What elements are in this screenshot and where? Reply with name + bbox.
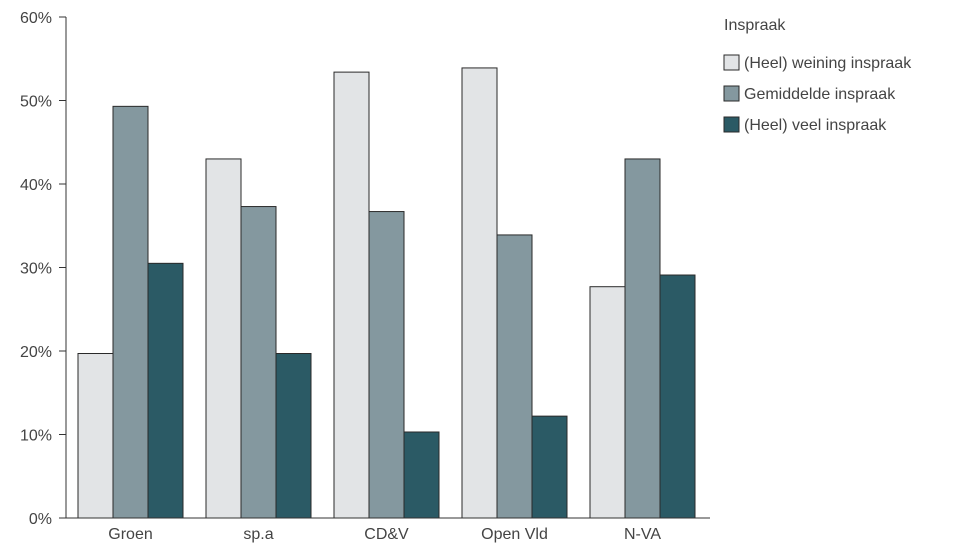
legend-label: (Heel) veel inspraak <box>744 117 887 134</box>
x-category-label: sp.a <box>243 526 273 543</box>
bar-groen-series-3 <box>147 262 184 519</box>
y-tick-label: 60% <box>20 10 52 27</box>
bar-sp-a-series-1 <box>205 158 242 519</box>
bars <box>77 67 696 519</box>
y-tick-label: 20% <box>20 344 52 361</box>
y-tick-label: 50% <box>20 94 52 111</box>
x-category-label: Open Vld <box>481 526 548 543</box>
x-category-label: Groen <box>108 526 152 543</box>
x-category-label: CD&V <box>364 526 409 543</box>
legend-label: Gemiddelde inspraak <box>744 86 896 103</box>
legend-title: Inspraak <box>724 17 786 34</box>
bar-cd-v-series-1 <box>333 71 370 519</box>
bar-n-va-series-2 <box>624 158 661 519</box>
legend-swatch <box>723 54 740 71</box>
bar-n-va-series-1 <box>589 286 626 519</box>
y-tick-label: 0% <box>29 511 52 528</box>
bar-open-vld-series-2 <box>496 234 533 519</box>
legend-swatch <box>723 116 740 133</box>
bar-open-vld-series-1 <box>461 67 498 519</box>
bar-cd-v-series-3 <box>403 431 440 519</box>
bar-sp-a-series-3 <box>275 353 312 519</box>
legend-label: (Heel) weining inspraak <box>744 55 912 72</box>
bar-n-va-series-3 <box>659 274 696 519</box>
y-tick-label: 30% <box>20 261 52 278</box>
x-axis: Groen sp.a CD&V Open Vld N-VA <box>66 517 710 543</box>
bar-groen-series-1 <box>77 353 114 519</box>
bar-cd-v-series-2 <box>368 211 405 519</box>
y-tick-label: 10% <box>20 428 52 445</box>
bar-sp-a-series-2 <box>240 206 277 519</box>
bar-open-vld-series-3 <box>531 415 568 519</box>
y-tick-label: 40% <box>20 177 52 194</box>
bar-groen-series-2 <box>112 105 149 519</box>
legend: Inspraak (Heel) weining inspraak Gemiddel… <box>723 17 912 134</box>
y-axis: 0% 10% 20% 30% 40% 50% 60% <box>20 10 67 528</box>
legend-swatch <box>723 85 740 102</box>
x-category-label: N-VA <box>624 526 661 543</box>
